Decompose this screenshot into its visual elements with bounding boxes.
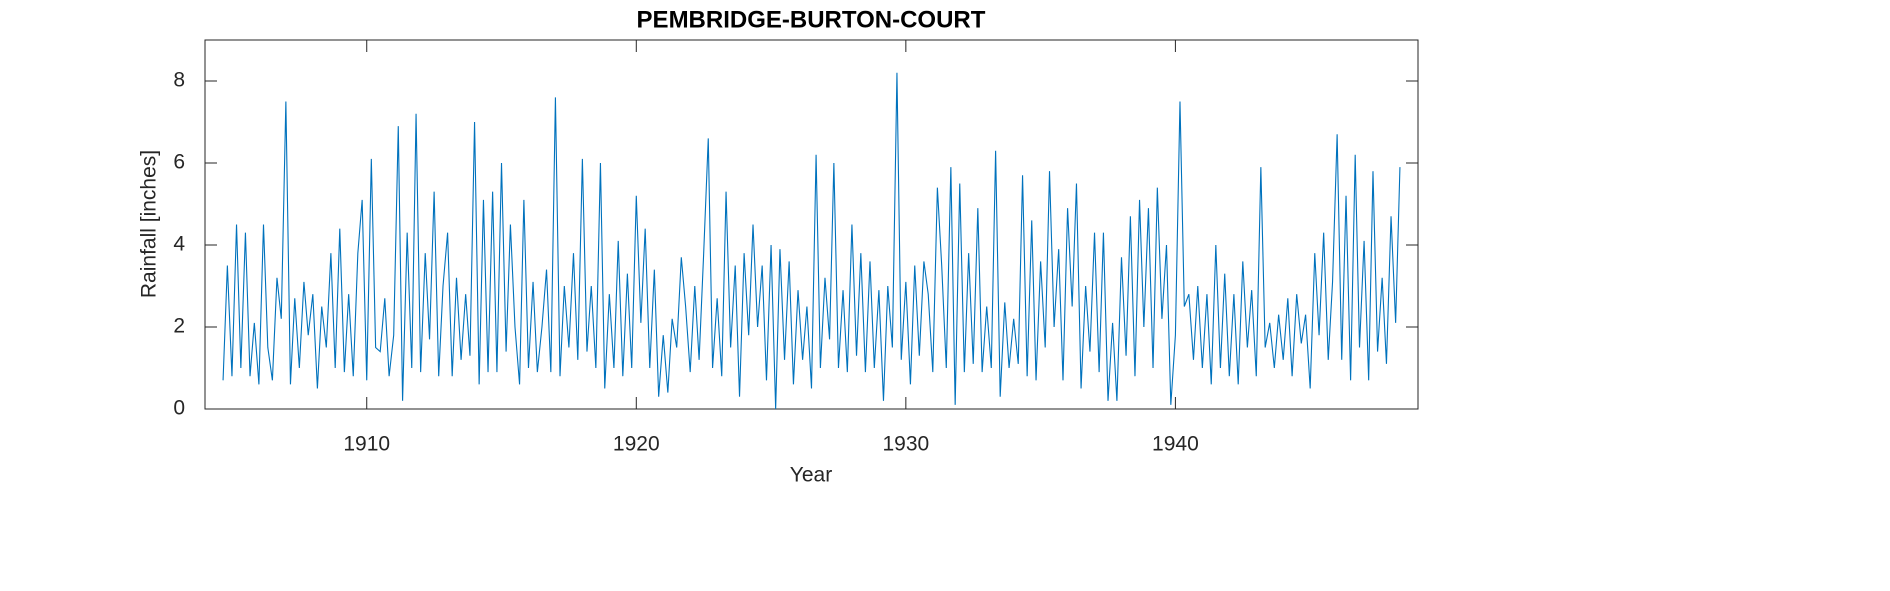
y-tick-label: 8 — [173, 69, 185, 92]
chart-title: PEMBRIDGE-BURTON-COURT — [637, 6, 986, 33]
y-axis-label: Rainfall [inches] — [138, 150, 161, 298]
y-tick-label: 2 — [173, 315, 185, 338]
x-axis-label: Year — [790, 464, 832, 487]
rainfall-line — [222, 72, 1401, 410]
y-tick-label: 0 — [173, 397, 185, 420]
plot-area — [204, 39, 1419, 410]
x-tick-label: 1940 — [1152, 433, 1199, 456]
x-tick-label: 1920 — [613, 433, 660, 456]
y-tick-label: 6 — [173, 151, 185, 174]
x-tick-label: 1910 — [343, 433, 390, 456]
y-tick-label: 4 — [173, 233, 185, 256]
x-tick-label: 1930 — [882, 433, 929, 456]
